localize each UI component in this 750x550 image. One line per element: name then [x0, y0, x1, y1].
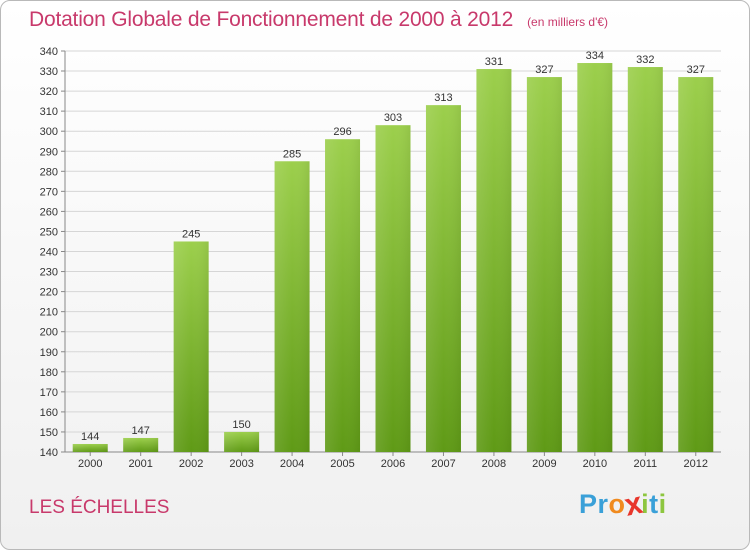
y-tick-label: 310 [40, 106, 58, 118]
bar-value-label: 296 [333, 126, 351, 138]
x-tick-label: 2011 [633, 458, 657, 470]
bar-value-label: 334 [586, 50, 604, 62]
y-tick-label: 320 [40, 86, 58, 98]
bar-shine [274, 161, 310, 452]
x-tick-label: 2009 [532, 458, 556, 470]
bar-shine [173, 241, 209, 452]
logo-letter: i [658, 489, 667, 519]
y-tick-label: 250 [40, 226, 58, 238]
y-tick-label: 220 [40, 287, 58, 299]
bar-shine [577, 63, 613, 452]
bar-value-label: 313 [434, 92, 452, 104]
chart-title: Dotation Globale de Fonctionnement de 20… [29, 8, 608, 32]
y-tick-label: 140 [40, 447, 58, 459]
bar-shine [123, 437, 159, 452]
y-tick-label: 330 [40, 66, 58, 78]
y-tick-label: 170 [40, 387, 58, 399]
bar-value-label: 327 [687, 64, 705, 76]
logo-letter: i [641, 489, 650, 519]
bar-value-label: 327 [535, 64, 553, 76]
bar-value-label: 147 [132, 425, 150, 437]
bar-shine [526, 77, 562, 452]
y-tick-label: 260 [40, 206, 58, 218]
x-tick-label: 2005 [330, 458, 354, 470]
y-tick-label: 210 [40, 307, 58, 319]
x-tick-label: 2004 [280, 458, 304, 470]
chart-subtitle: (en milliers d'€) [527, 15, 609, 29]
x-tick-label: 2000 [78, 458, 102, 470]
bar-shine [72, 443, 108, 452]
y-tick-label: 340 [40, 46, 58, 58]
bar-shine [375, 125, 411, 452]
bar-value-label: 331 [485, 56, 503, 68]
y-tick-label: 200 [40, 327, 58, 339]
y-tick-label: 150 [40, 427, 58, 439]
x-tick-label: 2003 [229, 458, 253, 470]
y-tick-label: 180 [40, 367, 58, 379]
labels: 144 147 245 150 285 296 303 313 331 327 334 332 327 [81, 50, 705, 443]
bar-value-label: 332 [636, 54, 654, 66]
y-tick-label: 270 [40, 186, 58, 198]
logo-letter: o [608, 489, 626, 519]
y-tick-label: 240 [40, 247, 58, 259]
bar-value-label: 303 [384, 112, 402, 124]
y-tick-label: 230 [40, 267, 58, 279]
proxiti-logo[interactable]: Proxiti [579, 485, 667, 522]
bar-value-label: 245 [182, 228, 200, 240]
axes: 140 150 160 170 180 190 200 210 220 230 240 250 260 2… [40, 46, 721, 470]
y-tick-label: 280 [40, 166, 58, 178]
x-tick-label: 2008 [482, 458, 506, 470]
x-tick-label: 2012 [684, 458, 708, 470]
x-tick-label: 2006 [381, 458, 405, 470]
bar-shine [425, 105, 461, 452]
x-tick-label: 2007 [431, 458, 455, 470]
bar-value-label: 144 [81, 431, 99, 443]
bar-shine [325, 139, 361, 452]
bar-shine [224, 431, 260, 452]
x-tick-label: 2002 [179, 458, 203, 470]
bar-shine [678, 77, 714, 452]
bar-shine [627, 67, 663, 452]
x-tick-label: 2010 [583, 458, 607, 470]
x-tick-label: 2001 [128, 458, 152, 470]
logo-letter: r [597, 489, 609, 519]
bars [72, 63, 714, 453]
logo-letter: t [649, 489, 659, 519]
y-tick-label: 190 [40, 347, 58, 359]
logo-letter: P [579, 489, 598, 519]
commune-name: LES ÉCHELLES [29, 497, 170, 518]
bar-value-label: 150 [232, 419, 250, 431]
y-tick-label: 290 [40, 146, 58, 158]
chart-title-text: Dotation Globale de Fonctionnement de 20… [29, 8, 514, 31]
y-tick-label: 300 [40, 126, 58, 138]
y-tick-label: 160 [40, 407, 58, 419]
bar-shine [476, 69, 512, 453]
bar-value-label: 285 [283, 148, 301, 160]
